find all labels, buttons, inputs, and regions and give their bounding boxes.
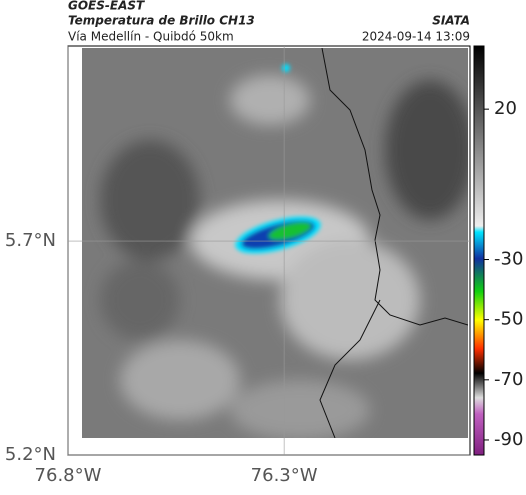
colorbar-label: 20 [494,98,517,119]
y-tick-label: 5.2°N [5,444,56,465]
subtitle: Temperatura de Brillo CH13 [68,14,255,28]
colorbar-label: -30 [494,249,523,270]
timestamp: 2024-09-14 13:09 [362,30,470,44]
route: Vía Medellín - Quibdó 50km [68,30,234,44]
imagery [82,48,468,438]
x-tick-label: 76.8°W [35,465,102,486]
source: SIATA [432,14,470,28]
y-tick-label: 5.7°N [5,230,56,251]
colorbar-label: -90 [494,429,523,450]
colorbar-label: -70 [494,369,523,390]
colorbar-label: -50 [494,309,523,330]
title: GOES-EAST [68,0,145,13]
x-tick-label: 76.3°W [251,465,318,486]
colorbar [473,45,485,456]
